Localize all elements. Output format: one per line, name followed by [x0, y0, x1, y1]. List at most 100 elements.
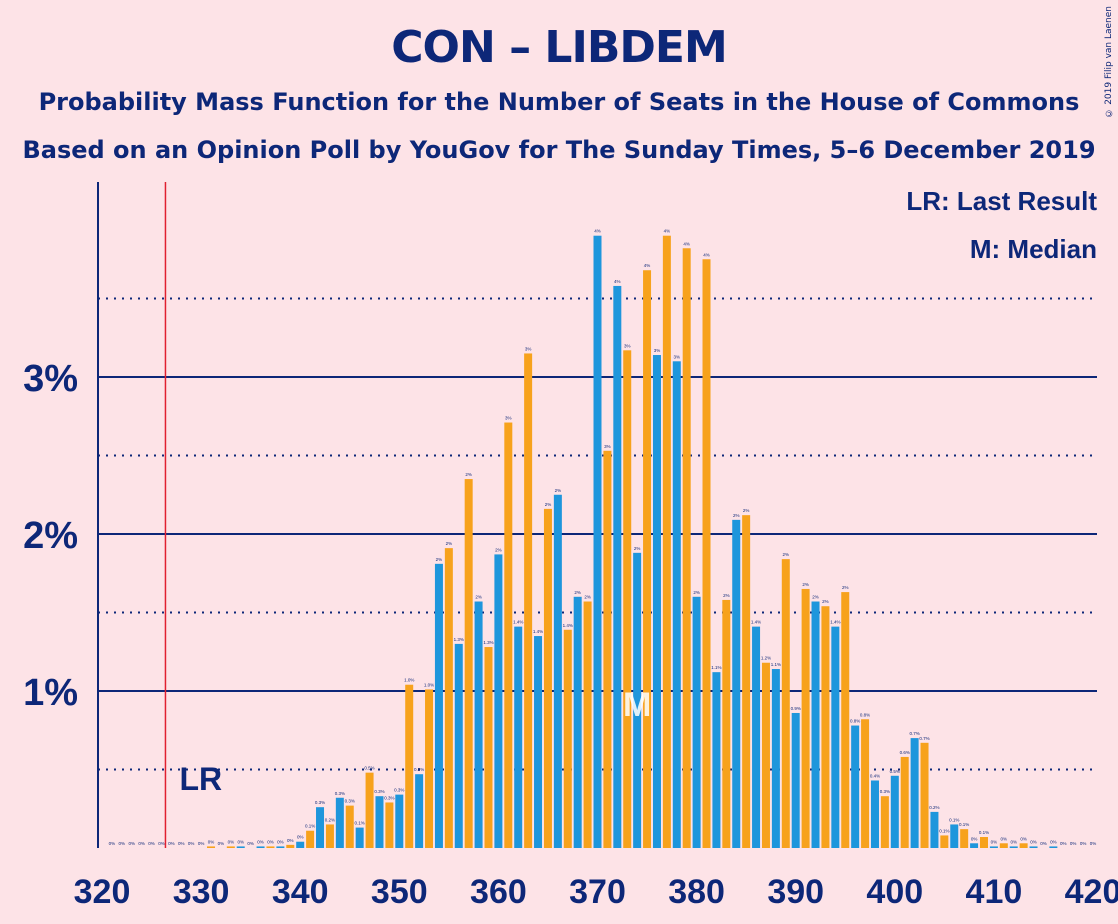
bar-seat-363: [524, 353, 533, 848]
bar-value-label: 0%: [287, 838, 294, 843]
bar-value-label: 0%: [1060, 841, 1067, 846]
bar-value-label: 0.7%: [909, 731, 919, 736]
bar-seat-386: [752, 626, 761, 848]
bar-seat-404: [930, 811, 939, 848]
bar-value-label: 0%: [297, 835, 304, 840]
bar-value-label: 4%: [644, 263, 651, 268]
bar-seat-385: [742, 515, 751, 848]
bar-seat-375: [643, 270, 652, 848]
bar-value-label: 0%: [1040, 841, 1047, 846]
chart-subtitle-2: Based on an Opinion Poll by YouGov for T…: [22, 136, 1096, 164]
bar-value-label: 0.1%: [949, 817, 959, 822]
bars: [207, 235, 1058, 848]
bar-value-label: 2%: [555, 488, 562, 493]
bar-value-label: 0.1%: [355, 821, 365, 826]
bar-value-label: 1.3%: [483, 640, 493, 645]
bar-value-label: 2%: [465, 472, 472, 477]
bar-seat-339: [286, 844, 295, 848]
bar-seat-379: [682, 248, 691, 848]
bar-seat-333: [226, 846, 235, 848]
bar-value-label: 2%: [584, 595, 591, 600]
bar-seat-398: [870, 780, 879, 848]
bar-seat-351: [405, 684, 414, 848]
bar-value-label: 0%: [158, 841, 165, 846]
bar-seat-373: [623, 350, 632, 848]
bar-value-label: 0%: [208, 839, 215, 844]
bar-seat-401: [900, 756, 909, 848]
bar-value-label: 2%: [733, 513, 740, 518]
bar-value-label: 0.3%: [394, 788, 404, 793]
bar-value-label: 2%: [693, 590, 700, 595]
bar-seat-406: [950, 824, 959, 848]
bar-seat-349: [385, 802, 394, 848]
bar-seat-411: [999, 843, 1008, 848]
bar-value-label: 0%: [257, 839, 264, 844]
bar-value-label: 3%: [525, 346, 532, 351]
bar-seat-346: [355, 827, 364, 848]
bar-value-label: 0%: [218, 841, 225, 846]
bar-labels: 0% 0% 0% 0% 0% 0% 0% 0% 0% 0% 0% 0% 0% 0% 0% 0% 0% 0% 0%0%…: [109, 229, 1097, 846]
bar-value-label: 0%: [109, 841, 116, 846]
bar-seat-380: [692, 596, 701, 848]
bar-seat-342: [316, 807, 325, 848]
bar-seat-407: [960, 829, 969, 848]
bar-seat-360: [494, 554, 503, 848]
bar-value-label: 0%: [148, 841, 155, 846]
bar-value-label: 3%: [674, 354, 681, 359]
median-label: M: [623, 686, 651, 724]
bar-value-label: 0%: [178, 841, 185, 846]
bar-seat-396: [851, 725, 860, 848]
bar-value-label: 0%: [237, 839, 244, 844]
bar-seat-393: [821, 606, 830, 848]
bar-seat-378: [672, 361, 681, 848]
bar-value-label: 0%: [119, 841, 126, 846]
bar-seat-397: [861, 719, 870, 848]
legend-last-result: LR: Last Result: [906, 186, 1097, 216]
bar-value-label: 2%: [743, 508, 750, 513]
axes: 1% 2% 3% 320 330 340 350 360 370 380 390 400 410 420 L…: [23, 182, 1118, 911]
bar-seat-416: [1049, 846, 1058, 848]
bar-value-label: 0.3%: [335, 791, 345, 796]
x-tick-label: 410: [966, 873, 1023, 911]
bar-seat-384: [732, 519, 741, 848]
bar-seat-345: [345, 805, 354, 848]
bar-value-label: 0%: [1070, 841, 1077, 846]
bar-value-label: 0%: [168, 841, 175, 846]
bar-seat-389: [781, 559, 790, 848]
bar-value-label: 0.4%: [870, 773, 880, 778]
x-tick-label: 330: [173, 873, 230, 911]
bar-value-label: 0.3%: [880, 789, 890, 794]
bar-value-label: 0%: [1030, 839, 1037, 844]
bar-seat-358: [474, 601, 483, 848]
bar-value-label: 2%: [723, 593, 730, 598]
bar-value-label: 0.2%: [929, 805, 939, 810]
x-tick-label: 400: [866, 873, 923, 911]
bar-seat-394: [831, 626, 840, 848]
bar-seat-414: [1029, 846, 1038, 848]
bar-seat-352: [415, 774, 424, 848]
bar-value-label: 0.9%: [791, 706, 801, 711]
bar-seat-336: [256, 846, 265, 848]
bar-value-label: 0%: [1001, 836, 1008, 841]
bar-value-label: 2%: [842, 585, 849, 590]
bar-seat-367: [563, 629, 572, 848]
bar-value-label: 0.1%: [959, 822, 969, 827]
bar-value-label: 1.2%: [761, 656, 771, 661]
bar-value-label: 0%: [1090, 841, 1097, 846]
bar-value-label: 0.1%: [305, 824, 315, 829]
bar-seat-331: [207, 846, 216, 848]
bar-seat-356: [454, 643, 463, 848]
bar-seat-382: [712, 672, 721, 848]
bar-seat-354: [434, 563, 443, 848]
bar-value-label: 0.5%: [890, 769, 900, 774]
bar-value-label: 2%: [495, 547, 502, 552]
bar-seat-391: [801, 588, 810, 848]
bar-value-label: 0%: [277, 839, 284, 844]
bar-value-label: 1.1%: [771, 662, 781, 667]
bar-seat-334: [236, 846, 245, 848]
bar-value-label: 0.8%: [860, 712, 870, 717]
bar-seat-347: [365, 772, 374, 848]
bar-seat-387: [761, 662, 770, 848]
x-tick-label: 320: [74, 873, 131, 911]
bar-seat-368: [573, 596, 582, 848]
